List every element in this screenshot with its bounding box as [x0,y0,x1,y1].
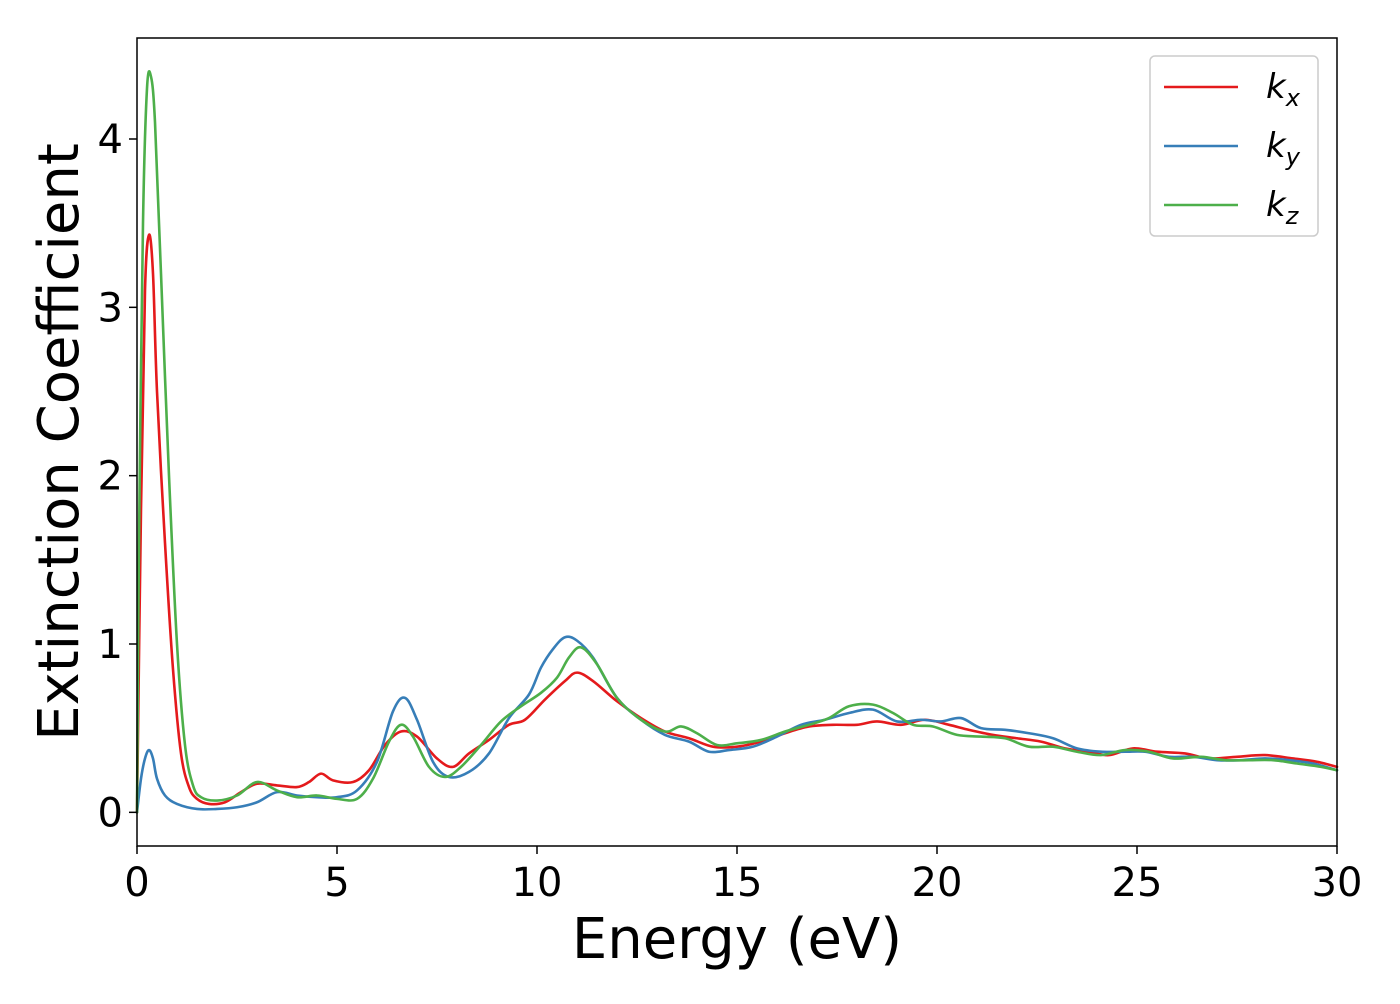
legend-items: kx ky kz [1164,67,1301,230]
legend-label-k-x: kx [1266,67,1301,112]
y-axis-label: Extinction Coefficient [27,143,92,741]
series-layer [135,70,1339,814]
x-tick-label: 5 [324,860,349,906]
y-tick-label: 1 [98,622,123,668]
y-tick-label: 2 [98,454,123,500]
x-tick-label: 15 [712,860,763,906]
legend: kx ky kz [1149,55,1319,237]
x-tick-label: 25 [1112,860,1163,906]
y-axis-ticks: 0 1 2 3 4 [98,117,137,836]
x-tick-label: 0 [124,860,149,906]
series-line-k-z [135,70,1339,814]
legend-label-k-z: kz [1266,185,1300,230]
x-axis-label: Energy (eV) [572,907,902,972]
y-tick-label: 4 [98,117,123,163]
x-tick-label: 20 [912,860,963,906]
y-tick-label: 0 [98,790,123,836]
plot-background [137,38,1337,846]
x-tick-label: 10 [512,860,563,906]
x-tick-label: 30 [1312,860,1363,906]
x-axis-ticks: 0 5 10 15 20 25 30 [124,846,1362,906]
y-tick-label: 3 [98,285,123,331]
legend-label-k-y: ky [1266,126,1301,171]
